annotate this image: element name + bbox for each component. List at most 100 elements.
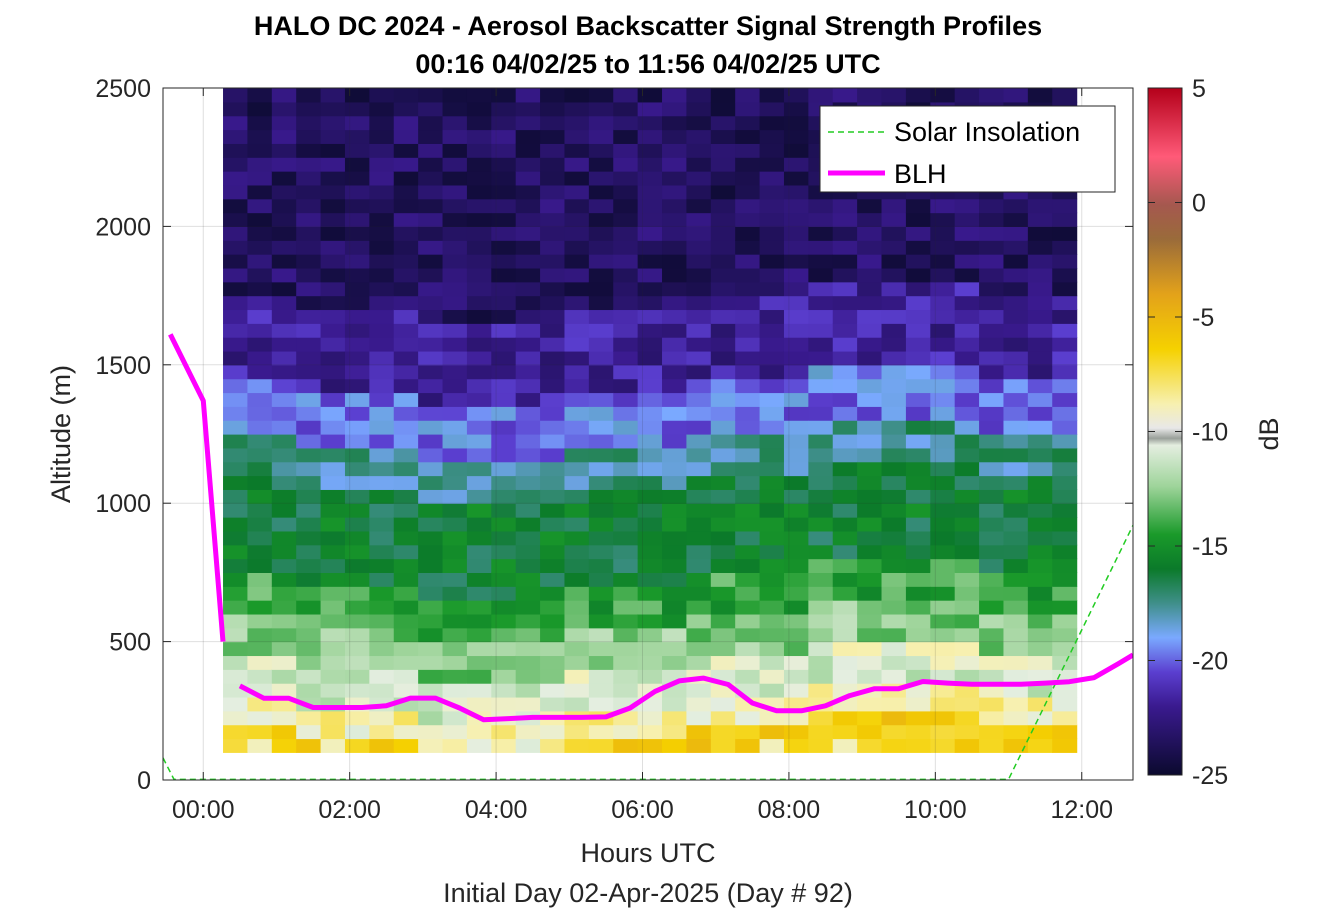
heatmap-cell	[662, 489, 688, 504]
heatmap-cell	[393, 350, 419, 366]
heatmap-cell	[662, 157, 688, 172]
heatmap-cell	[832, 655, 858, 670]
heatmap-cell	[271, 350, 297, 366]
heatmap-cell	[491, 392, 517, 407]
heatmap-cell	[564, 309, 590, 324]
heatmap-cell	[247, 738, 273, 753]
colorbar: 50-5-10-15-20-25 dB	[1147, 75, 1284, 790]
heatmap-cell	[393, 710, 419, 726]
heatmap-cell	[247, 254, 273, 269]
heatmap-cell	[344, 655, 370, 670]
heatmap-cell	[564, 184, 590, 200]
heatmap-cell	[613, 198, 639, 214]
heatmap-cell	[223, 655, 249, 670]
heatmap-cell	[564, 143, 590, 158]
heatmap-cell	[930, 683, 956, 698]
heatmap-cell	[588, 115, 614, 131]
heatmap-cell	[905, 378, 931, 394]
heatmap-cell	[369, 572, 395, 587]
heatmap-cell	[613, 240, 639, 255]
heatmap-cell	[296, 710, 322, 726]
heatmap-cell	[881, 544, 907, 560]
heatmap-cell	[540, 503, 566, 518]
heatmap-cell	[613, 420, 639, 435]
heatmap-cell	[296, 350, 322, 366]
heatmap-cell	[930, 696, 956, 712]
heatmap-cell	[1027, 586, 1053, 601]
heatmap-cell	[686, 420, 712, 435]
heatmap-cell	[540, 309, 566, 324]
heatmap-cell	[857, 392, 883, 407]
heatmap-cell	[637, 267, 663, 283]
heatmap-cell	[223, 544, 249, 560]
heatmap-cell	[1027, 350, 1053, 366]
heatmap-cell	[1052, 226, 1078, 241]
heatmap-cell	[271, 392, 297, 407]
heatmap-cell	[247, 461, 273, 477]
heatmap-cell	[1052, 613, 1078, 629]
heatmap-cell	[344, 600, 370, 615]
heatmap-cell	[662, 558, 688, 573]
heatmap-cell	[1027, 281, 1053, 297]
heatmap-cell	[954, 309, 980, 324]
heatmap-cell	[418, 323, 444, 338]
heatmap-cell	[442, 655, 468, 670]
heatmap-cell	[271, 655, 297, 670]
heatmap-cell	[710, 212, 736, 227]
heatmap-cell	[418, 281, 444, 297]
heatmap-cell	[832, 627, 858, 643]
heatmap-cell	[783, 420, 809, 435]
heatmap-cell	[954, 267, 980, 283]
heatmap-cell	[588, 586, 614, 601]
heatmap-cell	[344, 710, 370, 726]
heatmap-cell	[1027, 212, 1053, 227]
heatmap-cell	[588, 475, 614, 490]
heatmap-cell	[613, 184, 639, 200]
heatmap-cell	[491, 337, 517, 352]
heatmap-cell	[710, 655, 736, 670]
heatmap-cell	[710, 475, 736, 490]
heatmap-cell	[223, 129, 249, 144]
heatmap-cell	[735, 669, 761, 684]
heatmap-cell	[613, 517, 639, 532]
heatmap-cell	[247, 406, 273, 421]
series-layer	[163, 333, 1133, 780]
heatmap-cell	[344, 392, 370, 407]
heatmap-cell	[442, 295, 468, 311]
heatmap-cell	[393, 641, 419, 657]
heatmap-cell	[223, 503, 249, 518]
heatmap-cell	[710, 738, 736, 753]
heatmap-cell	[783, 489, 809, 504]
heatmap-cell	[710, 558, 736, 573]
heatmap-cell	[369, 267, 395, 283]
heatmap-cell	[271, 558, 297, 573]
heatmap-cell	[344, 267, 370, 283]
heatmap-cell	[905, 586, 931, 601]
heatmap-cell	[686, 295, 712, 311]
heatmap-cell	[442, 530, 468, 546]
heatmap-cell	[979, 212, 1005, 227]
heatmap-cell	[271, 309, 297, 324]
heatmap-cell	[564, 254, 590, 269]
heatmap-cell	[881, 309, 907, 324]
heatmap-cell	[759, 295, 785, 311]
heatmap-cell	[271, 669, 297, 684]
heatmap-cell	[905, 281, 931, 297]
heatmap-cell	[418, 530, 444, 546]
heatmap-cell	[662, 226, 688, 241]
heatmap-cell	[930, 364, 956, 380]
heatmap-cell	[540, 572, 566, 587]
heatmap-cell	[857, 572, 883, 587]
heatmap-cell	[857, 434, 883, 449]
heatmap-cell	[369, 295, 395, 311]
heatmap-cell	[442, 600, 468, 615]
heatmap-cell	[710, 309, 736, 324]
heatmap-cell	[1052, 420, 1078, 435]
heatmap-cell	[857, 724, 883, 740]
heatmap-cell	[613, 627, 639, 643]
heatmap-cell	[344, 350, 370, 366]
heatmap-cell	[930, 489, 956, 504]
heatmap-cell	[247, 323, 273, 338]
heatmap-cell	[588, 447, 614, 463]
